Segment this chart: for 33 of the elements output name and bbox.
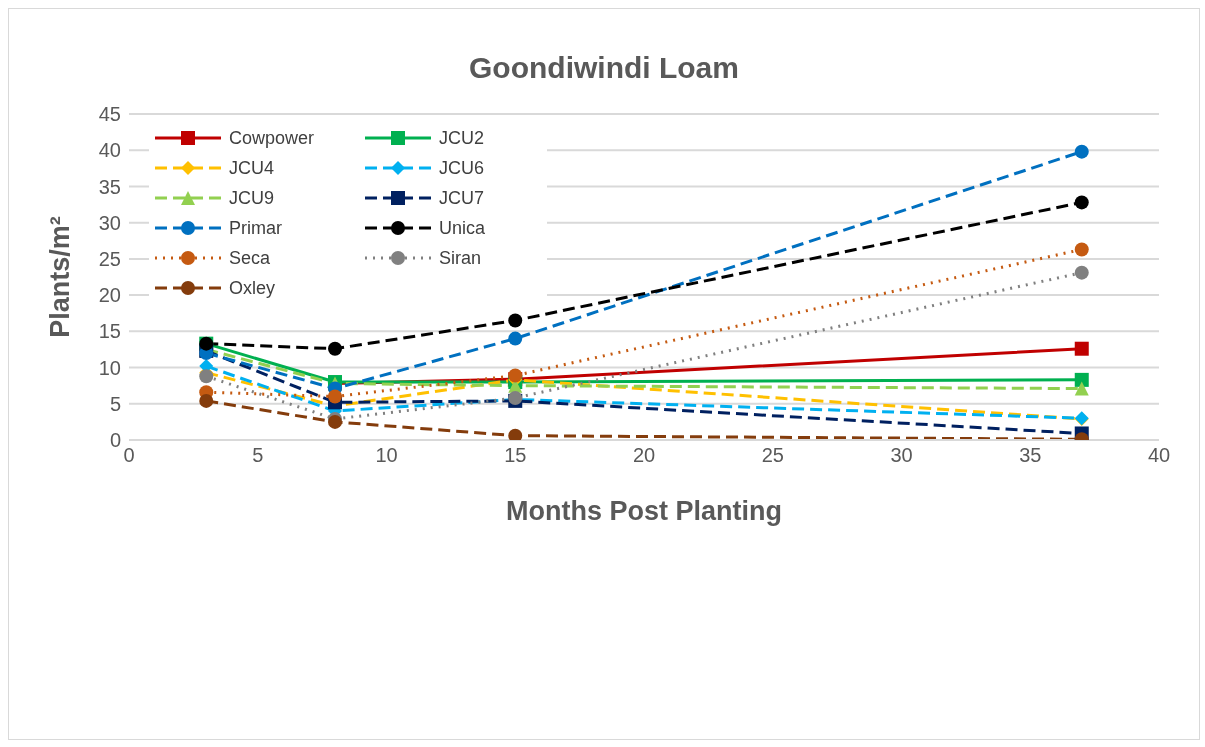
legend-label: Oxley (229, 277, 276, 299)
y-tick-label: 0 (109, 429, 121, 452)
x-tick-label: 0 (123, 444, 135, 467)
legend-label: Cowpower (229, 127, 315, 149)
x-tick-label: 25 (761, 444, 784, 467)
x-tick-label: 40 (1147, 444, 1171, 467)
x-axis-title: Months Post Planting (506, 496, 782, 526)
y-tick-label: 35 (98, 175, 121, 198)
y-tick-label: 10 (98, 356, 121, 379)
legend-label: JCU4 (229, 157, 275, 179)
legend-label: JCU7 (439, 187, 485, 209)
x-tick-label: 5 (252, 444, 264, 467)
x-tick-label: 35 (1019, 444, 1042, 467)
x-tick-label: 10 (375, 444, 398, 467)
x-tick-label: 15 (504, 444, 527, 467)
legend-label: Primar (229, 217, 282, 239)
y-tick-label: 15 (98, 320, 121, 343)
legend-label: JCU9 (229, 187, 275, 209)
legend-label: Unica (439, 217, 486, 239)
y-tick-label: 20 (98, 284, 121, 307)
legend-label: JCU2 (439, 127, 485, 149)
y-tick-label: 40 (98, 139, 121, 162)
x-tick-label: 30 (890, 444, 913, 467)
legend-label: JCU6 (439, 157, 485, 179)
y-tick-label: 25 (98, 247, 121, 270)
y-tick-label: 30 (98, 211, 121, 234)
legend-label: Siran (439, 247, 482, 269)
y-axis-title: Plants/m² (45, 216, 75, 338)
chart-title: Goondiwindi Loam (468, 51, 740, 85)
legend-label: Seca (229, 247, 271, 269)
y-tick-label: 45 (98, 103, 121, 126)
x-tick-label: 20 (632, 444, 656, 467)
y-tick-label: 5 (109, 392, 121, 415)
